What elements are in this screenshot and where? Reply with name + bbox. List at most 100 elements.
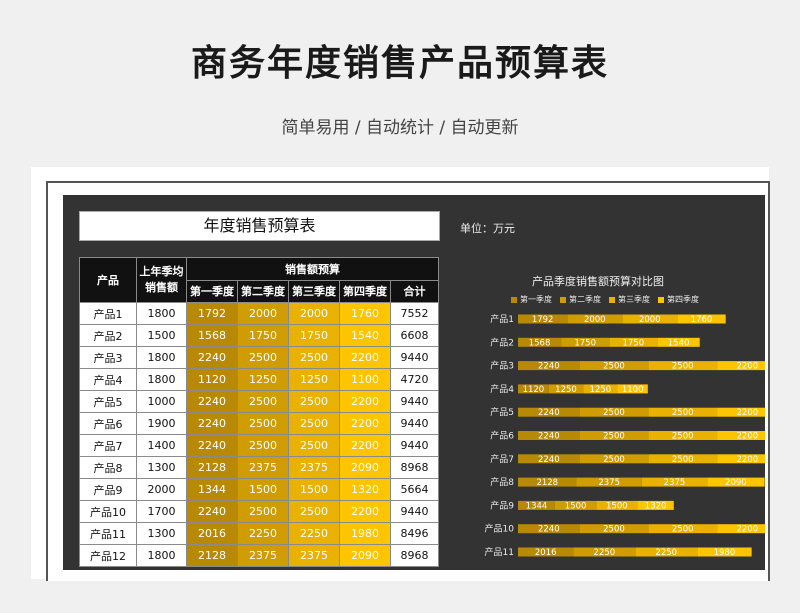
q4-cell[interactable]: 2200 <box>339 390 391 413</box>
legend-item: 第一季度 <box>511 294 552 305</box>
q4-cell[interactable]: 2200 <box>339 434 391 457</box>
q1-cell[interactable]: 2016 <box>186 522 238 545</box>
q4-cell[interactable]: 1760 <box>339 302 391 325</box>
q1-cell[interactable]: 2240 <box>186 346 238 369</box>
total-cell[interactable]: 4720 <box>390 368 439 391</box>
q3-cell[interactable]: 2500 <box>288 412 340 435</box>
product-name-cell[interactable]: 产品6 <box>79 412 137 435</box>
q3-cell[interactable]: 1750 <box>288 324 340 347</box>
q2-cell[interactable]: 1750 <box>237 324 289 347</box>
header-prev-avg-line1: 上年季均 <box>139 265 184 278</box>
q1-cell[interactable]: 2128 <box>186 456 238 479</box>
prev-avg-cell[interactable]: 1400 <box>136 434 187 457</box>
q3-cell[interactable]: 2375 <box>288 544 340 567</box>
q2-cell[interactable]: 2250 <box>237 522 289 545</box>
product-name-cell[interactable]: 产品2 <box>79 324 137 347</box>
q1-cell[interactable]: 2128 <box>186 544 238 567</box>
total-cell[interactable]: 5664 <box>390 478 439 501</box>
prev-avg-cell[interactable]: 1900 <box>136 412 187 435</box>
q1-cell[interactable]: 1344 <box>186 478 238 501</box>
q1-cell[interactable]: 1792 <box>186 302 238 325</box>
prev-avg-cell[interactable]: 2000 <box>136 478 187 501</box>
q4-cell[interactable]: 2200 <box>339 412 391 435</box>
q2-cell[interactable]: 2500 <box>237 346 289 369</box>
product-name-cell[interactable]: 产品5 <box>79 390 137 413</box>
q2-cell[interactable]: 2500 <box>237 434 289 457</box>
total-cell[interactable]: 8968 <box>390 456 439 479</box>
q3-cell[interactable]: 2375 <box>288 456 340 479</box>
q1-cell[interactable]: 1568 <box>186 324 238 347</box>
data-label: 2200 <box>737 408 759 418</box>
q4-cell[interactable]: 2200 <box>339 500 391 523</box>
product-name-cell[interactable]: 产品3 <box>79 346 137 369</box>
total-cell[interactable]: 9440 <box>390 346 439 369</box>
total-cell[interactable]: 9440 <box>390 412 439 435</box>
product-name-cell[interactable]: 产品8 <box>79 456 137 479</box>
q4-cell[interactable]: 2090 <box>339 456 391 479</box>
total-cell[interactable]: 8968 <box>390 544 439 567</box>
prev-avg-cell[interactable]: 1800 <box>136 544 187 567</box>
q1-cell[interactable]: 2240 <box>186 412 238 435</box>
q2-cell[interactable]: 2500 <box>237 412 289 435</box>
table-row: 产品8 1300 2128 2375 2375 2090 8968 <box>79 456 439 479</box>
q3-cell[interactable]: 2000 <box>288 302 340 325</box>
header-q1: 第一季度 <box>186 279 238 303</box>
category-label: 产品4 <box>490 383 514 395</box>
q4-cell[interactable]: 1980 <box>339 522 391 545</box>
data-label: 2500 <box>672 525 694 535</box>
category-label: 产品8 <box>490 476 514 488</box>
q2-cell[interactable]: 2375 <box>237 456 289 479</box>
q2-cell[interactable]: 2500 <box>237 500 289 523</box>
q3-cell[interactable]: 2500 <box>288 390 340 413</box>
total-cell[interactable]: 6608 <box>390 324 439 347</box>
q4-cell[interactable]: 1320 <box>339 478 391 501</box>
q2-cell[interactable]: 2000 <box>237 302 289 325</box>
product-name-cell[interactable]: 产品11 <box>79 522 137 545</box>
q3-cell[interactable]: 1250 <box>288 368 340 391</box>
product-name-cell[interactable]: 产品10 <box>79 500 137 523</box>
q3-cell[interactable]: 2250 <box>288 522 340 545</box>
page-title: 商务年度销售产品预算表 <box>190 43 609 84</box>
header-prev-avg: 上年季均 销售额 <box>136 257 187 303</box>
q3-cell[interactable]: 2500 <box>288 434 340 457</box>
q1-cell[interactable]: 1120 <box>186 368 238 391</box>
prev-avg-cell[interactable]: 1800 <box>136 368 187 391</box>
prev-avg-cell[interactable]: 1300 <box>136 456 187 479</box>
prev-avg-cell[interactable]: 1500 <box>136 324 187 347</box>
q1-cell[interactable]: 2240 <box>186 390 238 413</box>
total-cell[interactable]: 9440 <box>390 500 439 523</box>
table-row: 产品6 1900 2240 2500 2500 2200 9440 <box>79 412 439 435</box>
prev-avg-cell[interactable]: 1300 <box>136 522 187 545</box>
q1-cell[interactable]: 2240 <box>186 434 238 457</box>
product-name-cell[interactable]: 产品12 <box>79 544 137 567</box>
bar-segment <box>518 314 568 324</box>
q4-cell[interactable]: 2090 <box>339 544 391 567</box>
q3-cell[interactable]: 1500 <box>288 478 340 501</box>
q3-cell[interactable]: 2500 <box>288 500 340 523</box>
bar-segment <box>677 314 726 324</box>
bar-segment <box>717 407 765 417</box>
q2-cell[interactable]: 2500 <box>237 390 289 413</box>
q2-cell[interactable]: 1250 <box>237 368 289 391</box>
prev-avg-cell[interactable]: 1800 <box>136 302 187 325</box>
q4-cell[interactable]: 1100 <box>339 368 391 391</box>
q2-cell[interactable]: 2375 <box>237 544 289 567</box>
data-label: 2240 <box>538 525 560 535</box>
q2-cell[interactable]: 1500 <box>237 478 289 501</box>
product-name-cell[interactable]: 产品1 <box>79 302 137 325</box>
data-label: 2200 <box>737 432 759 442</box>
prev-avg-cell[interactable]: 1000 <box>136 390 187 413</box>
product-name-cell[interactable]: 产品7 <box>79 434 137 457</box>
q4-cell[interactable]: 1540 <box>339 324 391 347</box>
q3-cell[interactable]: 2500 <box>288 346 340 369</box>
total-cell[interactable]: 9440 <box>390 390 439 413</box>
prev-avg-cell[interactable]: 1700 <box>136 500 187 523</box>
product-name-cell[interactable]: 产品4 <box>79 368 137 391</box>
total-cell[interactable]: 7552 <box>390 302 439 325</box>
prev-avg-cell[interactable]: 1800 <box>136 346 187 369</box>
total-cell[interactable]: 9440 <box>390 434 439 457</box>
q1-cell[interactable]: 2240 <box>186 500 238 523</box>
total-cell[interactable]: 8496 <box>390 522 439 545</box>
product-name-cell[interactable]: 产品9 <box>79 478 137 501</box>
q4-cell[interactable]: 2200 <box>339 346 391 369</box>
